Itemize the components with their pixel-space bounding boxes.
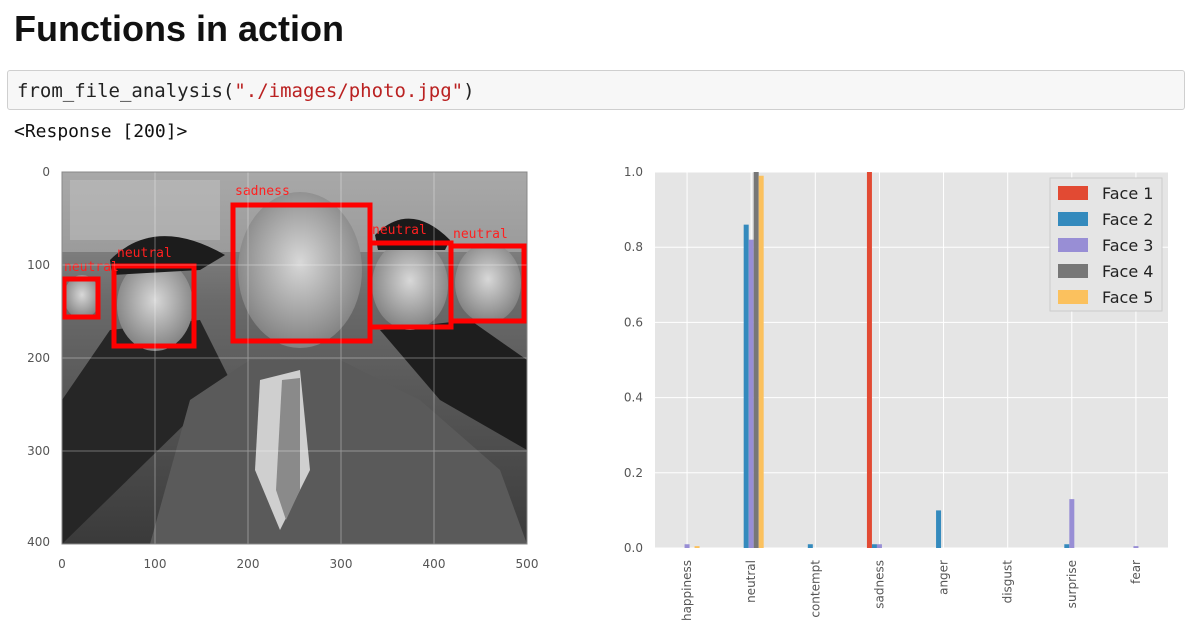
bar-face-2 [936, 510, 942, 548]
x-tick-label: happiness [680, 560, 694, 621]
y-tick-label: 0.2 [624, 466, 643, 480]
bar-face-2 [807, 544, 813, 548]
image-x-tick: 100 [144, 557, 167, 571]
image-x-tick: 0 [58, 557, 66, 571]
page-title: Functions in action [14, 8, 344, 49]
bar-face-4 [753, 172, 759, 548]
bar-face-3 [684, 544, 690, 548]
cell-output: <Response [200]> [14, 121, 188, 142]
image-x-tick: 200 [237, 557, 260, 571]
face-label-5: neutral [453, 227, 508, 242]
legend-label: Face 2 [1102, 210, 1153, 229]
x-tick-label: fear [1129, 560, 1143, 584]
code-function: from_file_analysis( [17, 80, 235, 102]
image-y-tick: 400 [27, 535, 50, 549]
x-tick-label: sadness [872, 560, 886, 609]
code-string-arg: "./images/photo.jpg" [234, 80, 464, 102]
face-boxes [61, 202, 527, 349]
legend-label: Face 5 [1102, 288, 1153, 307]
image-x-tick: 300 [330, 557, 353, 571]
bar-face-2 [871, 544, 877, 548]
image-y-tick: 300 [27, 444, 50, 458]
bar-face-2 [1064, 544, 1070, 548]
image-x-tick: 500 [516, 557, 539, 571]
legend-swatch [1058, 264, 1088, 278]
legend-label: Face 3 [1102, 236, 1153, 255]
face-label-4: neutral [372, 223, 427, 238]
y-tick-label: 0.0 [624, 541, 643, 555]
legend-swatch [1058, 290, 1088, 304]
y-tick-label: 0.6 [624, 315, 643, 329]
bar-face-3 [748, 239, 754, 548]
x-tick-label: anger [937, 560, 951, 595]
x-tick-label: neutral [744, 560, 758, 603]
face-box-5 [448, 243, 527, 324]
face-box-1 [61, 276, 101, 320]
emotion-bar-chart: 0.0 0.2 0.4 0.6 0.8 1.0 happiness neutral contem… [624, 165, 1168, 621]
face-label-1: neutral [64, 260, 119, 275]
image-x-tick: 400 [423, 557, 446, 571]
bar-face-2 [743, 224, 749, 548]
x-tick-label: surprise [1065, 560, 1079, 608]
image-y-tick: 100 [27, 258, 50, 272]
image-y-tick: 0 [42, 165, 50, 179]
legend-swatch [1058, 212, 1088, 226]
y-tick-label: 0.8 [624, 240, 643, 254]
face-label-3: sadness [235, 184, 290, 199]
image-y-tick: 200 [27, 351, 50, 365]
bar-face-5 [758, 175, 764, 548]
bar-face-3 [876, 544, 882, 548]
code-close-paren: ) [463, 80, 475, 102]
x-tick-label: contempt [808, 560, 822, 618]
code-line: from_file_analysis("./images/photo.jpg") [17, 80, 475, 102]
face-box-2 [111, 263, 197, 349]
y-tick-label: 1.0 [624, 165, 643, 179]
x-tick-label: disgust [1001, 560, 1015, 604]
crowd-photo [62, 172, 527, 544]
bar-face-1 [866, 172, 872, 548]
bar-face-3 [1133, 546, 1139, 548]
photo-plot: neutral neutral sadness neutral neutral … [27, 165, 538, 571]
legend-swatch [1058, 238, 1088, 252]
legend-label: Face 1 [1102, 184, 1153, 203]
bar-face-3 [1069, 499, 1075, 548]
bar-face-5 [694, 546, 700, 548]
legend-label: Face 4 [1102, 262, 1153, 281]
face-label-2: neutral [117, 246, 172, 261]
legend-swatch [1058, 186, 1088, 200]
code-cell[interactable]: from_file_analysis("./images/photo.jpg") [7, 70, 1185, 110]
y-tick-label: 0.4 [624, 391, 643, 405]
